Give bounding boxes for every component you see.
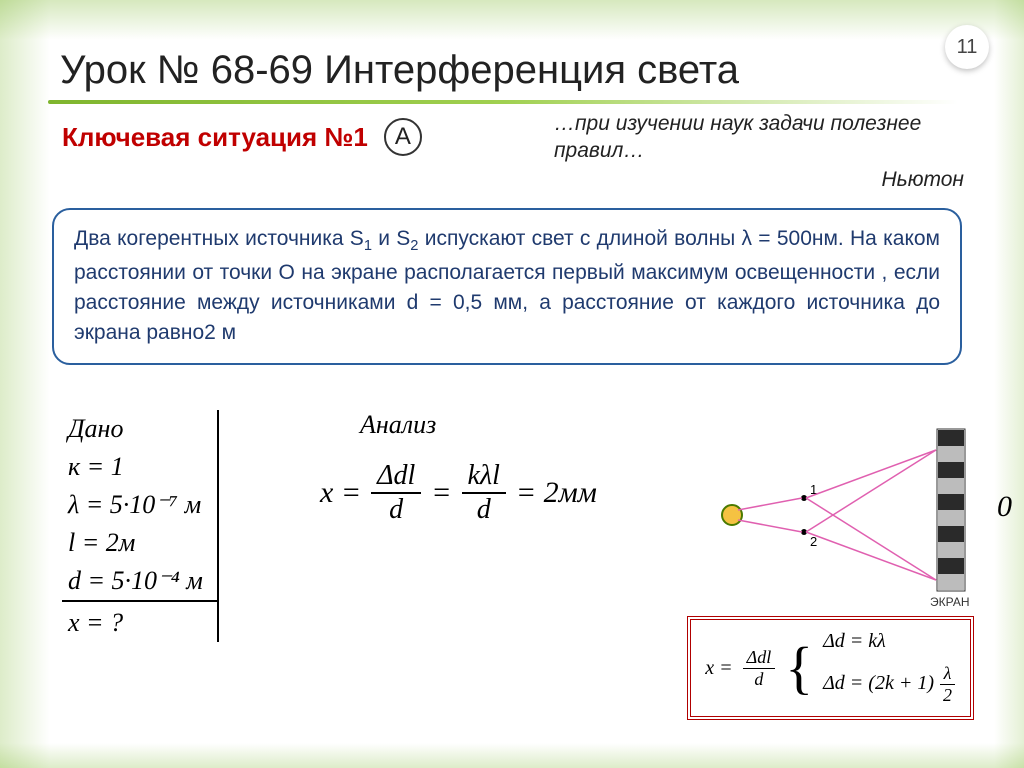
fraction: λ 2 [939, 663, 956, 706]
problem-statement: Два когерентных источника S1 и S2 испуск… [52, 208, 962, 365]
analysis-label: Анализ [360, 410, 436, 440]
given-find: x = ? [62, 601, 218, 642]
brace-icon: { [785, 645, 813, 691]
given-row: к = 1 [62, 448, 218, 486]
page-number-badge: 11 [945, 25, 989, 69]
zero-point-label: 0 [997, 490, 1012, 524]
given-row: λ = 5·10⁻⁷ м [62, 486, 218, 524]
given-row: l = 2м [62, 524, 218, 562]
epigraph-author: Ньютон [882, 168, 965, 192]
formula-reference-box: x = Δdl d { Δd = kλ Δd = (2k + 1) λ 2 [687, 616, 974, 720]
epigraph-quote: …при изучении наук задачи полезнее прави… [554, 110, 974, 165]
case-row: Δd = (2k + 1) λ 2 [823, 663, 956, 706]
title-underline [48, 100, 958, 104]
given-row: d = 5·10⁻⁴ м [62, 562, 218, 601]
fraction: kλl d [462, 460, 506, 526]
key-situation-label: Ключевая ситуация №1 А [62, 118, 422, 156]
main-formula: x = Δdl d = kλl d = 2мм [320, 460, 597, 526]
fraction: Δdl d [371, 460, 421, 526]
given-header: Дано [62, 410, 218, 448]
cases-column: Δd = kλ Δd = (2k + 1) λ 2 [823, 630, 956, 706]
given-block: Дано к = 1 λ = 5·10⁻⁷ м l = 2м d = 5·10⁻… [62, 410, 219, 642]
subtitle-text: Ключевая ситуация №1 [62, 122, 368, 153]
given-table: Дано к = 1 λ = 5·10⁻⁷ м l = 2м d = 5·10⁻… [62, 410, 219, 642]
fraction: Δdl d [743, 647, 776, 690]
interference-diagram: 1 2 ЭКРАН [714, 420, 984, 610]
page-title: Урок № 68-69 Интерференция света [60, 48, 739, 93]
variant-letter: А [384, 118, 422, 156]
screen-label: ЭКРАН [930, 595, 970, 609]
